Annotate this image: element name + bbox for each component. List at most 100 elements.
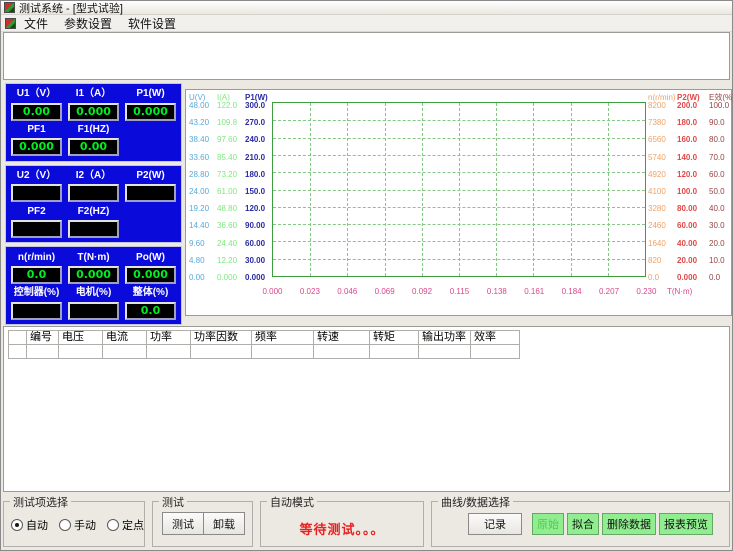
meter-label: F1(HZ): [77, 123, 110, 135]
axis-tick: 90.0: [709, 118, 725, 128]
axis-right-1: P2(W) 200.0 180.0 160.0 140.0 120.0 100.0 80.00…: [677, 94, 706, 282]
table-cell: [26, 344, 59, 359]
axis-tick: 160.0: [677, 135, 698, 145]
radio-option[interactable]: 手动: [59, 517, 96, 533]
test-button[interactable]: 测试: [162, 512, 204, 535]
table-header[interactable]: 电流: [102, 330, 147, 345]
x-axis-tick: 0.230: [636, 287, 657, 296]
axis-tick: 100.0: [677, 186, 698, 196]
grid-line-vertical: [533, 103, 535, 276]
axis-tick: 122.0: [217, 101, 238, 110]
axis-tick: 5740: [648, 152, 666, 162]
axis-tick: 10.0: [709, 255, 725, 265]
x-axis-tick: 0.161: [524, 287, 545, 296]
axis-title: n(r/min): [648, 93, 676, 102]
x-axis-tick: 0.092: [412, 287, 433, 296]
meter-value-cell: 0.0: [8, 266, 65, 284]
x-axis-tick: 0.069: [374, 287, 395, 296]
curve-button[interactable]: 原始: [532, 513, 564, 535]
table-header[interactable]: 输出功率: [418, 330, 471, 345]
table-header[interactable]: 电压: [58, 330, 103, 345]
meter-value-display: [125, 184, 176, 203]
meter-label-cell: I2（A）: [65, 170, 122, 181]
meter-label-cell: PF1: [8, 124, 65, 135]
table-header[interactable]: 功率: [146, 330, 191, 345]
curve-button[interactable]: 拟合: [567, 513, 599, 535]
meter-label-cell: Po(W): [122, 252, 179, 263]
meter-value-display: [68, 219, 119, 238]
meter-value-cell: [122, 220, 179, 238]
axis-tick: 80.0: [709, 135, 725, 145]
axis-title: U(V): [189, 93, 206, 102]
meter-value-cell: [122, 184, 179, 203]
curve-button[interactable]: 删除数据: [602, 513, 656, 535]
axis-tick: 40.00: [677, 238, 698, 248]
group-auto-mode: 自动模式 等待测试。。。: [260, 494, 424, 547]
x-axis-ticks: 0.000 0.023 0.046 0.069 0.092 0.115 0.138 0.161…: [254, 287, 665, 296]
axis-tick: 0.000: [245, 272, 266, 282]
meter-label-cell: P2(W): [122, 170, 179, 181]
menu-item[interactable]: 软件设置: [128, 16, 177, 31]
radio-option[interactable]: 定点: [107, 517, 144, 533]
table-cell: [190, 344, 252, 359]
table-header[interactable]: 编号: [26, 330, 59, 345]
axis-tick: 4100: [648, 186, 666, 196]
table-header[interactable]: 功率因数: [190, 330, 252, 345]
meter-panel: U2（V） I2（A） P2(W) PF2 F2(HZ): [5, 164, 182, 244]
meter-value-display: 0.000: [11, 138, 62, 157]
axis-tick: 109.8: [217, 118, 238, 128]
axis-tick: 30.00: [245, 255, 266, 265]
axis-title: E效(%): [709, 93, 733, 102]
axis-tick: 36.60: [217, 221, 238, 231]
axis-title: I(A): [217, 93, 230, 102]
meter-value-cell: 0.000: [8, 138, 65, 157]
table-cell: [313, 344, 370, 359]
table-header[interactable]: 转矩: [369, 330, 419, 345]
axis-tick: 300.0: [245, 101, 266, 110]
axis-tick: 60.00: [245, 238, 266, 248]
menu-item[interactable]: 文件: [24, 16, 49, 31]
meter-value-row: 0.0 0.000 0.000: [8, 266, 179, 284]
curve-button[interactable]: 报表预览: [659, 513, 713, 535]
table-header[interactable]: 效率: [470, 330, 520, 345]
group-test: 测试 测试 卸载: [152, 494, 253, 547]
axis-tick: 73.20: [217, 169, 238, 179]
meter-label: Po(W): [136, 251, 165, 263]
table-cell: [102, 344, 147, 359]
axis-tick: 28.80: [189, 169, 210, 179]
meter-label-cell: 控制器(%): [8, 287, 65, 298]
axis-tick: 60.0: [709, 169, 725, 179]
meter-value-display: 0.000: [68, 266, 119, 284]
axis-tick: 24.40: [217, 238, 238, 248]
record-button[interactable]: 记录: [468, 513, 522, 535]
axis-right-0: n(r/min) 8200 7380 6560 5740 4920 4100 3280 2460…: [648, 93, 676, 282]
table-cell: [418, 344, 471, 359]
app-icon: [5, 17, 16, 29]
grid-line-horizontal: [273, 189, 645, 191]
meter-value-row: [8, 219, 179, 238]
axis-tick: 60.00: [677, 221, 698, 231]
meter-value-cell: 0.000: [65, 102, 122, 121]
meter-value-display: 0.000: [68, 102, 119, 121]
radio-icon: [59, 519, 71, 531]
axis-tick: 48.00: [189, 101, 210, 110]
meter-value-row: 0.000 0.00: [8, 138, 179, 157]
radio-icon: [11, 519, 23, 531]
meter-label-cell: F2(HZ): [65, 206, 122, 217]
axis-tick: 140.0: [677, 152, 698, 162]
axis-tick: 210.0: [245, 152, 266, 162]
table-header[interactable]: 频率: [251, 330, 314, 345]
table-header[interactable]: 转速: [313, 330, 370, 345]
x-axis-tick: 0.115: [449, 287, 470, 296]
meter-value-display: 0.0: [11, 266, 62, 284]
test-button[interactable]: 卸载: [203, 512, 245, 535]
meter-value-display: 0.000: [125, 266, 176, 284]
meter-label: U2（V）: [16, 170, 57, 181]
meter-label: I1（A）: [75, 88, 112, 100]
radio-option[interactable]: 自动: [11, 517, 48, 533]
meter-panel-area: U1（V） I1（A） P1(W) 0.00 0.000 0.000 PF1 F1(HZ) 0.…: [5, 83, 182, 326]
meter-label: I2（A）: [75, 170, 112, 181]
meter-panel: n(r/min) T(N·m) Po(W) 0.0 0.000 0.000 控制器(%) 电机…: [5, 246, 182, 326]
menu-item[interactable]: 参数设置: [64, 16, 113, 31]
table-cell: [470, 344, 520, 359]
